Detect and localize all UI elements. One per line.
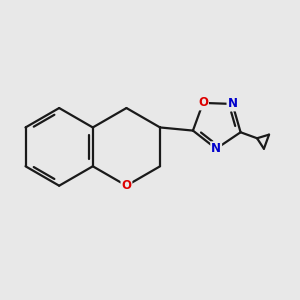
Text: O: O	[198, 96, 208, 110]
Text: N: N	[211, 142, 221, 155]
Text: N: N	[227, 98, 238, 110]
Text: O: O	[122, 179, 131, 192]
